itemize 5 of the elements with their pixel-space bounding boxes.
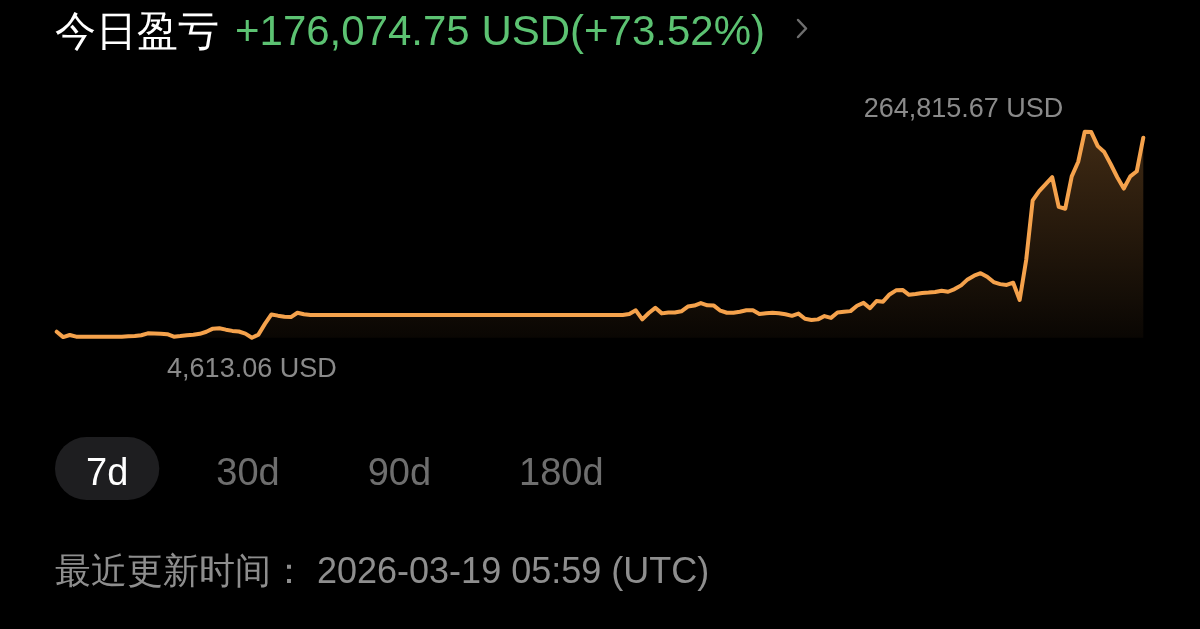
annotation: 4,613.06 USD bbox=[167, 352, 337, 383]
title: 今日盈亏 bbox=[55, 8, 219, 54]
subtitle: +176,074.75 USD(+73.52%) bbox=[235, 7, 766, 54]
annotation: 264,815.67 USD bbox=[863, 92, 1064, 123]
footer: 最近更新时间： 2026-03-19 05:59 (UTC) bbox=[55, 550, 710, 591]
